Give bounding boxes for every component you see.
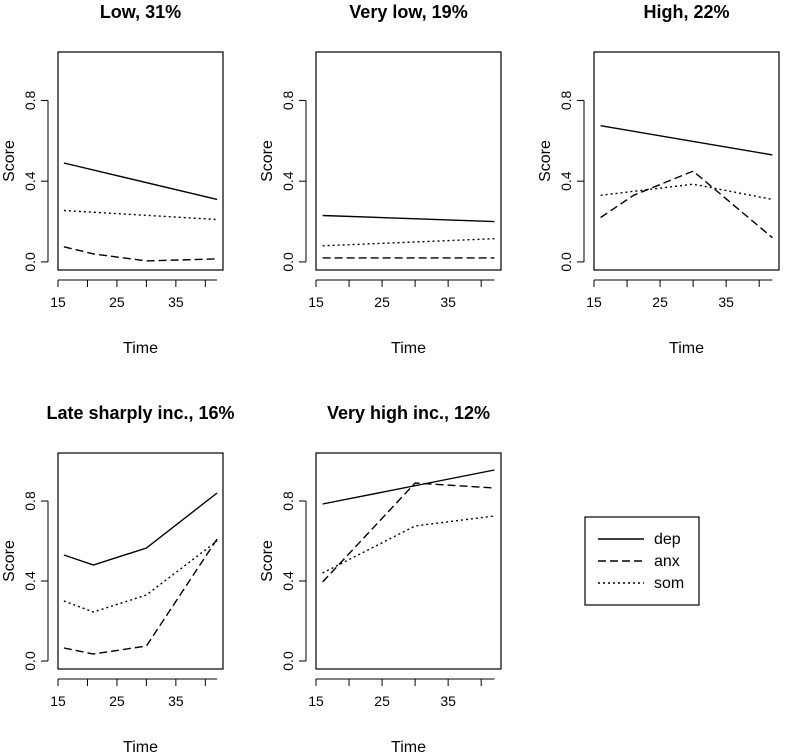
plot-frame — [315, 452, 502, 670]
y-tick-label: 0.4 — [558, 171, 574, 191]
series-line-som — [63, 209, 218, 221]
legend-label-dep: dep — [654, 531, 681, 548]
y-tick-label: 0.0 — [558, 252, 574, 272]
y-tick-label: 0.4 — [22, 171, 38, 191]
legend-label-som: som — [654, 575, 684, 592]
plot-frame — [57, 452, 224, 670]
x-tick-label: 25 — [109, 294, 125, 310]
plot-frame — [593, 51, 780, 271]
series-line-anx — [63, 246, 218, 262]
x-axis-label: Time — [123, 340, 158, 357]
y-axis-label: Score — [1, 540, 18, 582]
y-axis-label: Score — [259, 140, 276, 182]
plot-frame — [57, 51, 224, 271]
x-tick-label: 15 — [50, 294, 66, 310]
x-tick-label: 15 — [50, 693, 66, 709]
plot-frame — [315, 51, 502, 271]
y-tick-label: 0.0 — [280, 252, 296, 272]
series-line-dep — [322, 469, 495, 505]
x-axis-label: Time — [669, 340, 704, 357]
series-line-som — [322, 238, 495, 247]
x-tick-label: 15 — [586, 294, 602, 310]
x-tick-label: 35 — [168, 294, 184, 310]
y-tick-label: 0.8 — [22, 491, 38, 511]
y-tick-label: 0.0 — [22, 252, 38, 272]
x-tick-label: 25 — [374, 294, 390, 310]
series-line-dep — [600, 125, 773, 156]
series-line-anx — [322, 482, 495, 583]
x-tick-label: 15 — [308, 294, 324, 310]
panel-4: Late sharply inc., 16% 0.0 0.4 0.8 15 25 35 Tim… — [1, 403, 235, 754]
x-tick-label: 35 — [440, 294, 456, 310]
series-line-som — [322, 515, 495, 574]
panel-3: High, 22% 0.0 0.4 0.8 15 25 35 Time Score — [537, 2, 780, 357]
series-line-som — [600, 183, 773, 201]
panel-title: Very high inc., 12% — [327, 403, 490, 423]
y-tick-label: 0.8 — [280, 91, 296, 111]
x-axis-label: Time — [391, 739, 426, 754]
x-tick-label: 35 — [168, 693, 184, 709]
y-tick-label: 0.0 — [22, 651, 38, 671]
y-tick-label: 0.8 — [280, 491, 296, 511]
panel-title: Very low, 19% — [349, 2, 467, 22]
panel-5: Very high inc., 12% 0.0 0.4 0.8 15 25 35 Time Sc… — [259, 403, 502, 754]
x-tick-label: 35 — [718, 294, 734, 310]
series-line-som — [63, 540, 218, 613]
x-tick-label: 35 — [440, 693, 456, 709]
y-tick-label: 0.0 — [280, 651, 296, 671]
series-line-dep — [322, 214, 495, 223]
y-tick-label: 0.4 — [280, 571, 296, 591]
x-axis-label: Time — [123, 739, 158, 754]
x-axis-label: Time — [391, 340, 426, 357]
series-line-dep — [63, 492, 218, 566]
x-tick-label: 15 — [308, 693, 324, 709]
y-tick-label: 0.8 — [558, 91, 574, 111]
y-axis-label: Score — [537, 140, 554, 182]
legend-label-anx: anx — [654, 553, 680, 570]
series-line-anx — [600, 170, 773, 239]
series-line-anx — [63, 538, 218, 655]
panel-2: Very low, 19% 0.0 0.4 0.8 15 25 35 Time Score — [259, 2, 502, 357]
panel-title: Late sharply inc., 16% — [46, 403, 234, 423]
panel-title: High, 22% — [643, 2, 729, 22]
panel-title: Low, 31% — [100, 2, 181, 22]
legend: dep anx som — [584, 516, 700, 606]
x-tick-label: 25 — [652, 294, 668, 310]
y-tick-label: 0.8 — [22, 91, 38, 111]
x-tick-label: 25 — [374, 693, 390, 709]
y-axis-label: Score — [259, 540, 276, 582]
x-tick-label: 25 — [109, 693, 125, 709]
y-axis-label: Score — [1, 140, 18, 182]
panel-1: Low, 31% 0.0 0.4 0.8 15 25 35 Time Score — [1, 2, 224, 357]
series-line-dep — [63, 162, 218, 201]
y-tick-label: 0.4 — [22, 571, 38, 591]
y-tick-label: 0.4 — [280, 171, 296, 191]
